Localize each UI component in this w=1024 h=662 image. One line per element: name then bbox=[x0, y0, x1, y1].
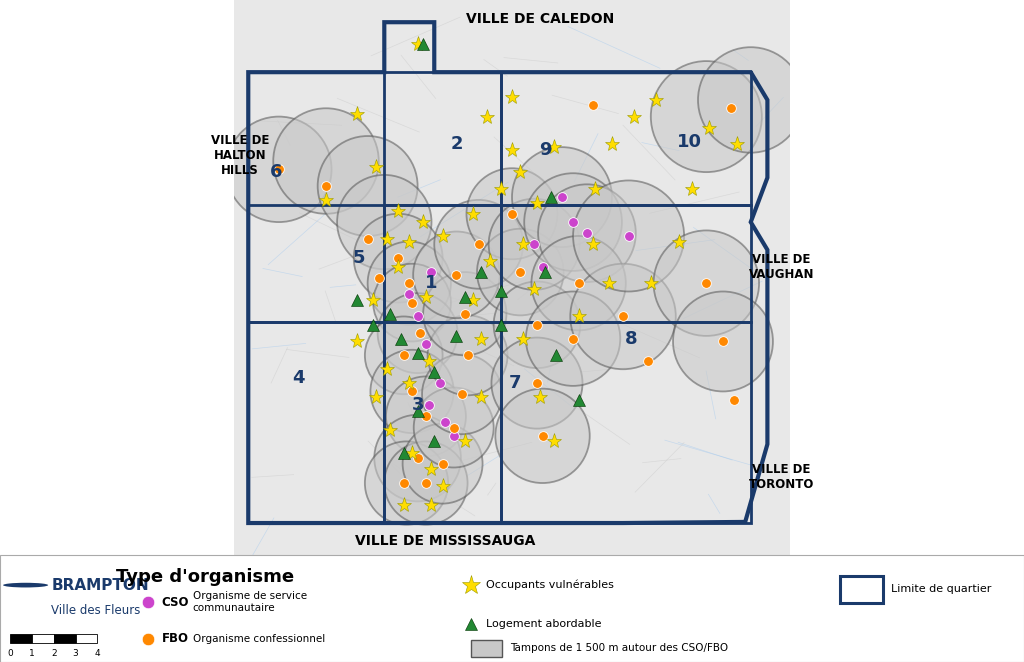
Text: 1: 1 bbox=[29, 649, 35, 658]
Circle shape bbox=[375, 415, 461, 501]
Text: Limite de quartier: Limite de quartier bbox=[891, 585, 991, 594]
Circle shape bbox=[538, 184, 636, 282]
Text: 3: 3 bbox=[73, 649, 79, 658]
Circle shape bbox=[573, 181, 684, 291]
Circle shape bbox=[698, 47, 804, 153]
Text: 1: 1 bbox=[425, 274, 437, 292]
Circle shape bbox=[494, 281, 581, 368]
Circle shape bbox=[365, 316, 442, 394]
Text: 7: 7 bbox=[509, 374, 521, 392]
Text: 2: 2 bbox=[451, 135, 463, 154]
Circle shape bbox=[384, 442, 468, 525]
Circle shape bbox=[496, 389, 590, 483]
Bar bbox=[471, 639, 502, 657]
Text: Logement abordable: Logement abordable bbox=[486, 618, 602, 628]
Circle shape bbox=[317, 136, 418, 236]
Text: Organisme confessionnel: Organisme confessionnel bbox=[193, 634, 325, 643]
Bar bbox=[840, 575, 883, 603]
Text: VILLE DE CALEDON: VILLE DE CALEDON bbox=[466, 13, 613, 26]
Circle shape bbox=[378, 293, 458, 373]
Circle shape bbox=[368, 242, 451, 325]
Circle shape bbox=[526, 291, 621, 386]
Text: 3: 3 bbox=[412, 397, 424, 414]
Circle shape bbox=[3, 583, 48, 587]
Text: 6: 6 bbox=[269, 163, 283, 181]
Circle shape bbox=[653, 230, 759, 336]
Text: BRAMPTON: BRAMPTON bbox=[51, 578, 148, 592]
Circle shape bbox=[373, 263, 451, 342]
Text: VILLE DE
VAUGHAN: VILLE DE VAUGHAN bbox=[749, 252, 814, 281]
Circle shape bbox=[570, 263, 676, 369]
Text: CSO: CSO bbox=[162, 596, 189, 608]
Text: 2: 2 bbox=[51, 649, 56, 658]
Text: FBO: FBO bbox=[162, 632, 188, 645]
Circle shape bbox=[428, 315, 508, 395]
Circle shape bbox=[371, 350, 454, 433]
Circle shape bbox=[365, 442, 449, 525]
Bar bbox=[32, 634, 54, 643]
Circle shape bbox=[273, 109, 379, 214]
Text: 5: 5 bbox=[353, 249, 366, 267]
Circle shape bbox=[414, 387, 494, 467]
Circle shape bbox=[413, 232, 500, 318]
Text: Tampons de 1 500 m autour des CSO/FBO: Tampons de 1 500 m autour des CSO/FBO bbox=[510, 643, 728, 653]
Circle shape bbox=[492, 338, 583, 428]
Text: 9: 9 bbox=[539, 141, 552, 159]
Text: 8: 8 bbox=[625, 330, 638, 348]
Text: VILLE DE
HALTON
HILLS: VILLE DE HALTON HILLS bbox=[211, 134, 269, 177]
Text: Organisme de service
communautaire: Organisme de service communautaire bbox=[193, 591, 306, 613]
Circle shape bbox=[423, 272, 507, 355]
Circle shape bbox=[337, 175, 431, 269]
Text: Ville des Fleurs: Ville des Fleurs bbox=[51, 604, 140, 617]
Text: Occupants vulnérables: Occupants vulnérables bbox=[486, 580, 614, 591]
Bar bbox=[54, 634, 76, 643]
Circle shape bbox=[524, 173, 622, 271]
Bar bbox=[76, 634, 97, 643]
Polygon shape bbox=[234, 0, 790, 555]
Circle shape bbox=[422, 354, 502, 434]
Text: 10: 10 bbox=[677, 132, 702, 150]
Circle shape bbox=[467, 168, 557, 260]
Circle shape bbox=[402, 424, 482, 504]
Circle shape bbox=[651, 61, 762, 172]
Text: 4: 4 bbox=[292, 369, 304, 387]
Circle shape bbox=[434, 200, 523, 289]
Text: 0: 0 bbox=[7, 649, 13, 658]
Bar bbox=[10, 634, 32, 643]
Circle shape bbox=[673, 291, 773, 391]
Text: Type d'organisme: Type d'organisme bbox=[116, 568, 294, 586]
Text: VILLE DE MISSISSAUGA: VILLE DE MISSISSAUGA bbox=[355, 534, 536, 548]
Circle shape bbox=[477, 229, 563, 315]
Circle shape bbox=[531, 236, 626, 330]
Circle shape bbox=[512, 147, 612, 247]
FancyBboxPatch shape bbox=[0, 555, 1024, 662]
Circle shape bbox=[226, 117, 332, 222]
Circle shape bbox=[386, 377, 466, 456]
Text: 4: 4 bbox=[94, 649, 100, 658]
Circle shape bbox=[488, 199, 580, 290]
Text: VILLE DE
TORONTO: VILLE DE TORONTO bbox=[749, 463, 814, 491]
Circle shape bbox=[353, 214, 442, 303]
